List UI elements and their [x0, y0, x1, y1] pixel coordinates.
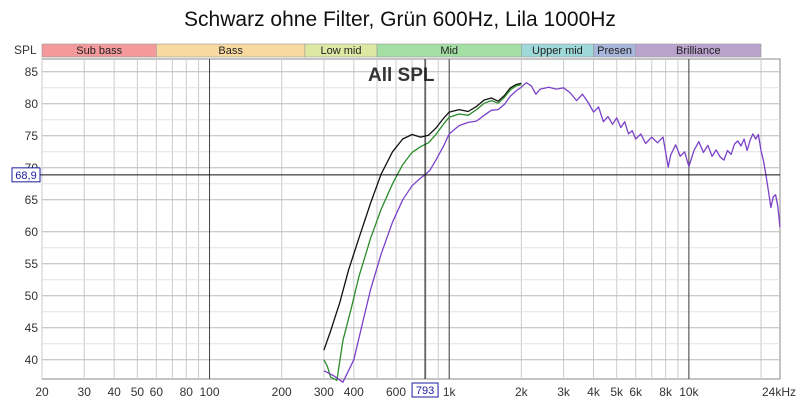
- y-tick-label: 50: [25, 289, 39, 303]
- plot-lines: [323, 82, 781, 383]
- y-tick-label: 65: [25, 193, 39, 207]
- frequency-bands: Sub bass Bass Low mid Mid Upper mid Presen Bri…: [41, 43, 762, 58]
- band-label-3: Mid: [440, 45, 458, 57]
- cursor[interactable]: 68,9 793: [11, 59, 780, 398]
- series-line-0: [323, 82, 522, 351]
- x-tick-label: 200: [272, 385, 292, 399]
- y-tick-label: 40: [25, 353, 39, 367]
- series-line-2: [323, 82, 781, 383]
- y-tick-label: 75: [25, 129, 39, 143]
- x-tick-label: 3k: [557, 385, 571, 399]
- cursor-y-box[interactable]: [11, 167, 41, 183]
- band-label-5: Presen: [597, 45, 632, 57]
- x-tick-label: 300: [314, 385, 334, 399]
- x-tick-label: 100: [200, 385, 220, 399]
- band-6: [635, 43, 762, 58]
- x-tick-label: 80: [180, 385, 194, 399]
- x-axis-ticks: 20 30 40 50 60 80 100 200 300 400 600 1k 2k 3k 4k 5k 6k 8…: [35, 385, 796, 399]
- series-line-1: [323, 83, 522, 381]
- x-tick-label: 2k: [515, 385, 529, 399]
- x-tick-label: 6k: [629, 385, 643, 399]
- y-tick-label: 80: [25, 97, 39, 111]
- x-tick-label: 5k: [610, 385, 624, 399]
- y-tick-label: 45: [25, 321, 39, 335]
- x-tick-label: 20: [35, 385, 49, 399]
- x-tick-label: 8k: [659, 385, 673, 399]
- x-tick-label: 60: [150, 385, 164, 399]
- plot-area: [41, 58, 781, 380]
- x-tick-label: 10k: [679, 385, 699, 399]
- band-label-0: Sub bass: [76, 45, 122, 57]
- cursor-y-label: 68,9: [15, 170, 36, 182]
- x-tick-label: 40: [107, 385, 121, 399]
- all-spl-annotation: All SPL: [368, 65, 435, 86]
- x-tick-label: 400: [344, 385, 364, 399]
- grid: [41, 59, 780, 379]
- x-tick-label: 4k: [587, 385, 601, 399]
- cursor-x-box[interactable]: [411, 382, 439, 398]
- x-tick-label: 50: [131, 385, 145, 399]
- y-tick-label: 85: [25, 65, 39, 79]
- x-tick-label: 600: [386, 385, 406, 399]
- x-tick-label: 24kHz: [762, 385, 796, 399]
- y-tick-label: 55: [25, 257, 39, 271]
- y-tick-label: 60: [25, 225, 39, 239]
- x-tick-label: 30: [78, 385, 92, 399]
- cursor-x-label: 793: [416, 385, 434, 397]
- x-tick-label: 1k: [443, 385, 457, 399]
- y-axis-ticks: 40455055606570758085: [25, 65, 39, 367]
- band-label-4: Upper mid: [532, 45, 583, 57]
- band-label-1: Bass: [218, 45, 243, 57]
- band-label-6: Brilliance: [676, 45, 721, 57]
- y-axis-label: SPL: [14, 43, 37, 57]
- chart-title: Schwarz ohne Filter, Grün 600Hz, Lila 10…: [184, 8, 616, 31]
- band-label-2: Low mid: [320, 45, 361, 57]
